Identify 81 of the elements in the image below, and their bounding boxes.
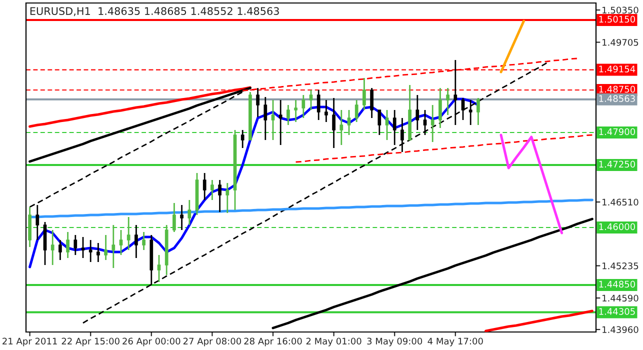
candlestick — [392, 109, 396, 146]
candlestick — [324, 99, 328, 123]
candlestick — [416, 94, 420, 131]
candlestick — [430, 104, 434, 143]
ref-line-label: 1.49154 — [599, 66, 636, 72]
candlestick — [210, 179, 214, 201]
candlestick — [423, 109, 427, 136]
candlestick — [50, 229, 54, 266]
candlestick — [36, 204, 40, 241]
x-tick-label: 22 Apr 15:00 — [62, 338, 120, 346]
candlestick — [400, 117, 404, 153]
ref-line-label: 1.46000 — [599, 223, 636, 230]
x-tick-label: 4 May 17:00 — [428, 338, 483, 346]
candlestick — [378, 109, 382, 136]
candlestick — [316, 89, 320, 121]
x-tick-label: 28 Apr 16:00 — [244, 338, 302, 346]
candlestick — [88, 239, 92, 263]
ref-line-label: 1.50150 — [599, 16, 636, 23]
candlestick — [188, 199, 192, 226]
candlestick — [309, 89, 313, 111]
ref-line-label: 1.47900 — [599, 128, 636, 136]
x-tick-label: 27 Apr 08:00 — [183, 338, 242, 346]
candlestick — [340, 109, 344, 146]
candlestick — [58, 239, 62, 261]
candlestick — [278, 99, 282, 146]
candlestick — [202, 172, 206, 201]
x-tick-label: 3 May 09:00 — [367, 338, 422, 346]
x-tick-label: 2 May 01:00 — [306, 338, 362, 346]
candlestick — [157, 254, 161, 283]
y-tick-label: 1.45235 — [602, 262, 638, 270]
candlestick — [81, 236, 85, 259]
candlestick — [476, 97, 480, 126]
candlestick — [468, 99, 472, 126]
x-tick-label: 26 Apr 00:00 — [122, 338, 180, 346]
candlestick — [74, 234, 78, 256]
candlestick — [119, 229, 123, 256]
candlestick — [142, 231, 146, 251]
candlestick — [104, 234, 108, 261]
candlestick — [362, 77, 366, 111]
chart-title: EURUSD,H1 1.48635 1.48685 1.48552 1.48563 — [30, 7, 279, 16]
line-series — [484, 310, 594, 332]
candlestick — [66, 231, 70, 259]
candlestick — [180, 204, 184, 231]
candlestick — [294, 99, 298, 123]
x-tick-label: 21 Apr 2011 — [2, 338, 57, 346]
candlestick — [461, 97, 465, 121]
ref-line-label: 1.44850 — [599, 280, 636, 288]
ref-line-label: 1.47250 — [599, 160, 636, 168]
candlestick — [347, 109, 351, 136]
y-tick-label: 1.43960 — [602, 326, 638, 334]
candlestick — [226, 182, 230, 214]
candlestick — [332, 97, 336, 149]
candlestick — [96, 242, 100, 263]
candlestick — [271, 99, 275, 141]
y-tick-label: 1.46510 — [602, 198, 638, 206]
ref-line-label: 1.48750 — [599, 86, 636, 93]
line-series — [500, 134, 564, 234]
candlestick — [112, 224, 116, 269]
candlestick — [286, 104, 290, 126]
candlestick — [370, 87, 374, 119]
candlestick — [240, 129, 244, 149]
candlestick — [385, 109, 389, 141]
ref-line-label: 1.48563 — [599, 95, 635, 102]
line-series — [295, 134, 593, 163]
candlestick — [256, 87, 260, 118]
candlestick — [354, 99, 358, 123]
candlestick — [134, 224, 138, 259]
candlestick — [446, 87, 450, 116]
candlestick — [172, 202, 176, 233]
candlestick — [218, 179, 222, 213]
line-series — [500, 20, 526, 74]
y-tick-label: 1.44590 — [602, 294, 638, 302]
y-tick-label: 1.50350 — [602, 6, 638, 14]
candlestick — [126, 216, 130, 251]
candlestick — [438, 87, 442, 129]
candlestick — [264, 96, 268, 141]
line-series — [82, 62, 548, 324]
y-tick-label: 1.49705 — [602, 38, 638, 46]
ref-line-label: 1.44305 — [599, 308, 635, 315]
candlestick — [302, 94, 306, 119]
line-series — [272, 218, 594, 330]
